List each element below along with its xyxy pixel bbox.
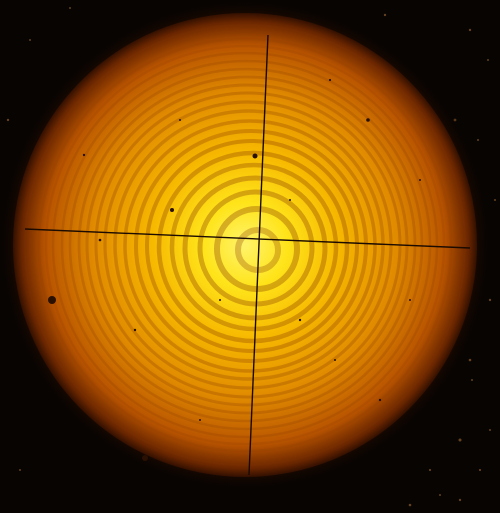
interference-pattern-image <box>0 0 500 513</box>
